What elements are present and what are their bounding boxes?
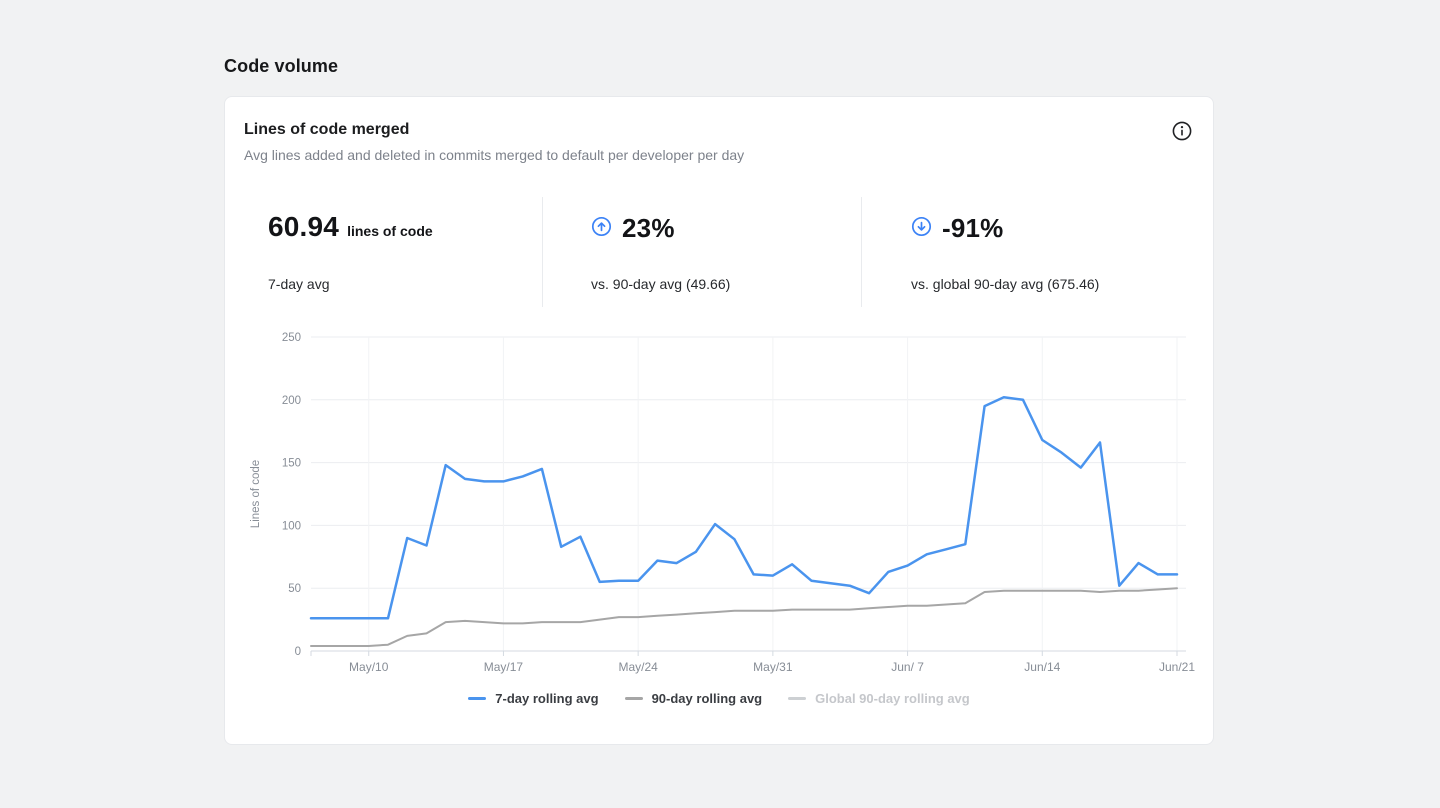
series-line-7-day-rolling-avg: [309, 396, 1179, 620]
legend-item-90-day-rolling-avg[interactable]: 90-day rolling avg: [624, 691, 763, 706]
lines-of-code-chart[interactable]: 0 50 100 150 200 250 May/10 May/17 May/24 May/31 J…: [245, 322, 1195, 682]
stat-7day-avg: 60.94 lines of code: [268, 211, 433, 243]
y-axis-tick-label: 50: [288, 583, 301, 595]
y-axis-tick-label: 150: [282, 458, 301, 470]
stat-vs-90day: 23%: [591, 213, 675, 244]
stat-vs-90day-caption: vs. 90-day avg (49.66): [591, 276, 731, 292]
legend-swatch-90-day-rolling-avg: [624, 697, 643, 700]
arrow-down-circle-icon: [911, 216, 932, 242]
legend-swatch-global-90-day-rolling-avg: [788, 697, 807, 700]
x-axis-tick-label: Jun/21: [1159, 660, 1195, 674]
y-axis-tick-label: 0: [295, 646, 301, 658]
stats-divider: [542, 197, 543, 307]
legend-item-global-90-day-rolling-avg[interactable]: Global 90-day rolling avg: [788, 691, 970, 706]
stat-7day-caption: 7-day avg: [268, 276, 330, 292]
y-axis-tick-label: 200: [282, 395, 301, 407]
x-axis-tick-label: May/17: [484, 660, 524, 674]
card-title: Lines of code merged: [244, 121, 410, 138]
x-axis-tick-label: May/24: [618, 660, 658, 674]
stat-7day-value: 60.94: [268, 211, 340, 242]
series-line-90-day-rolling-avg: [310, 587, 1178, 647]
legend-label: Global 90-day rolling avg: [815, 691, 970, 706]
stat-vs-90day-value: 23%: [622, 213, 675, 243]
page-title: Code volume: [224, 56, 339, 76]
stat-7day-unit: lines of code: [347, 223, 433, 239]
card-subtitle: Avg lines added and deleted in commits m…: [244, 147, 745, 163]
stat-vs-global-90day-caption: vs. global 90-day avg (675.46): [911, 276, 1100, 292]
x-axis-tick-label: Jun/ 7: [891, 660, 924, 674]
arrow-up-circle-icon: [591, 216, 612, 242]
legend-item-7-day-rolling-avg[interactable]: 7-day rolling avg: [468, 691, 599, 706]
stats-divider: [861, 197, 862, 307]
stat-vs-global-90day-value: -91%: [942, 213, 1004, 243]
x-axis-tick-label: Jun/14: [1024, 660, 1060, 674]
y-axis-tick-label: 100: [282, 520, 301, 532]
chart-legend: 7-day rolling avg 90-day rolling avg Globa…: [225, 691, 1213, 706]
info-circle-icon: [1171, 121, 1193, 145]
legend-swatch-7-day-rolling-avg: [468, 697, 487, 700]
line-chart-svg[interactable]: 0 50 100 150 200 250 May/10 May/17 May/24 May/31 J…: [245, 322, 1195, 682]
y-axis-tick-label: 250: [282, 332, 301, 344]
info-button[interactable]: [1171, 120, 1193, 142]
legend-label: 90-day rolling avg: [651, 691, 763, 706]
x-axis-tick-label: May/10: [349, 660, 389, 674]
stat-vs-global-90day: -91%: [911, 213, 1004, 244]
y-axis-title: Lines of code: [250, 460, 262, 528]
lines-of-code-merged-card: Lines of code merged Avg lines added and…: [224, 96, 1214, 745]
x-axis-tick-label: May/31: [753, 660, 793, 674]
legend-label: 7-day rolling avg: [495, 691, 599, 706]
